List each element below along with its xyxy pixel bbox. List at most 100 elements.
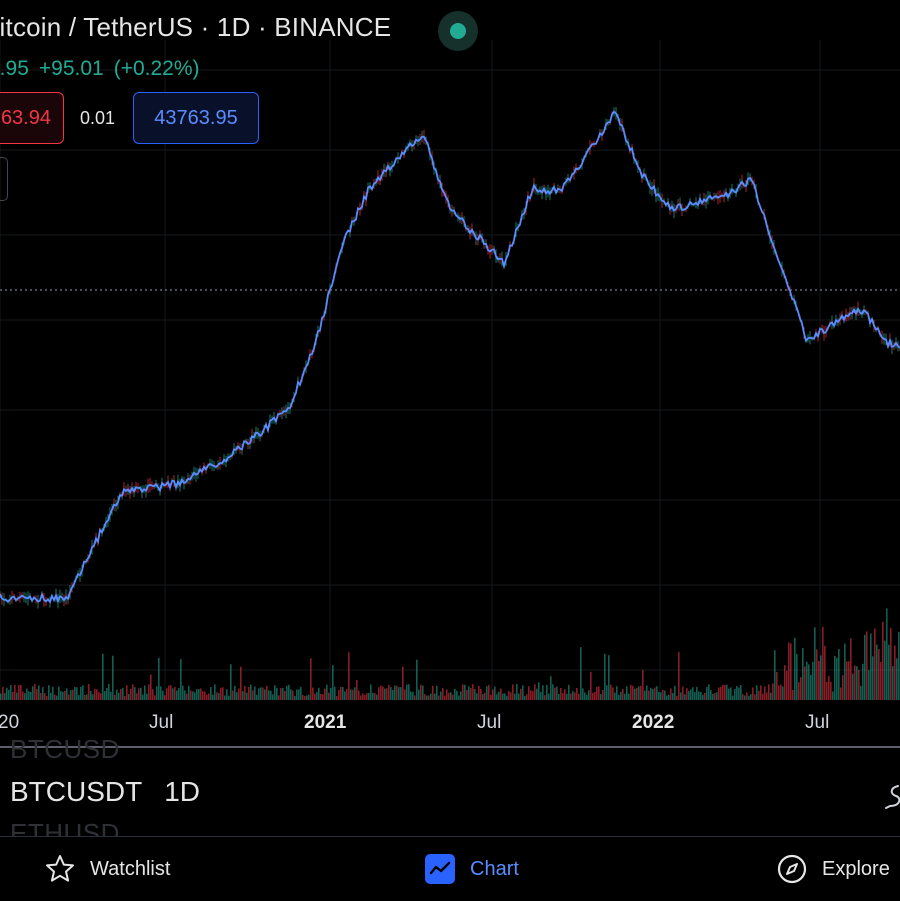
volume-bar bbox=[156, 686, 158, 700]
volume-bar bbox=[268, 690, 270, 700]
nav-watchlist[interactable]: Watchlist bbox=[44, 837, 170, 901]
symbol-title[interactable]: Bitcoin / TetherUS · 1D · BINANCE bbox=[0, 12, 392, 42]
volume-bar bbox=[120, 688, 122, 700]
market-status-indicator bbox=[438, 11, 478, 51]
volume-bar bbox=[652, 688, 654, 700]
volume-bar bbox=[138, 688, 140, 700]
volume-bar bbox=[610, 684, 612, 700]
volume-bar bbox=[882, 621, 884, 700]
volume-bar bbox=[16, 692, 18, 700]
volume-bar bbox=[166, 688, 168, 700]
volume-bar bbox=[154, 695, 156, 700]
volume-bar bbox=[470, 688, 472, 700]
volume-bar bbox=[872, 656, 874, 700]
volume-bar bbox=[690, 689, 692, 700]
volume-bar bbox=[520, 688, 522, 700]
volume-bar bbox=[60, 691, 62, 700]
volume-bar bbox=[334, 686, 336, 700]
volume-bar bbox=[718, 687, 720, 700]
volume-bar bbox=[66, 688, 68, 700]
volume-bar bbox=[768, 684, 770, 700]
volume-bar bbox=[110, 691, 112, 700]
volume-bar bbox=[870, 633, 872, 700]
volume-bar bbox=[72, 689, 74, 700]
volume-bar bbox=[410, 691, 412, 700]
volume-bar bbox=[812, 662, 814, 700]
volume-bar bbox=[596, 686, 598, 700]
volume-bar bbox=[720, 686, 722, 700]
volume-bar bbox=[804, 666, 806, 700]
volume-bar bbox=[190, 690, 192, 700]
volume-bar bbox=[182, 685, 184, 700]
time-axis-label: 2021 bbox=[304, 712, 347, 733]
volume-bar bbox=[876, 644, 878, 700]
volume-bar bbox=[38, 685, 40, 700]
compass-icon bbox=[777, 854, 807, 884]
volume-bar bbox=[734, 689, 736, 700]
indicator-toggle[interactable] bbox=[0, 157, 8, 201]
volume-bar bbox=[444, 695, 446, 700]
volume-bar bbox=[856, 666, 858, 700]
volume-bar bbox=[542, 685, 544, 700]
volume-bar bbox=[186, 693, 188, 700]
volume-bar bbox=[662, 689, 664, 700]
volume-bar bbox=[82, 685, 84, 700]
sell-button[interactable]: 63.94 bbox=[0, 92, 64, 144]
volume-bar bbox=[600, 694, 602, 700]
volume-bar bbox=[752, 687, 754, 700]
nav-explore[interactable]: Explore bbox=[776, 837, 890, 901]
volume-bar bbox=[100, 693, 102, 700]
volume-bar bbox=[20, 684, 22, 700]
volume-bar bbox=[436, 685, 438, 700]
volume-bar bbox=[602, 690, 604, 700]
volume-bar bbox=[794, 637, 796, 700]
volume-bar bbox=[678, 652, 680, 700]
volume-bar bbox=[308, 694, 310, 700]
volume-bar bbox=[500, 688, 502, 700]
volume-bar bbox=[460, 691, 462, 700]
volume-bar bbox=[698, 691, 700, 700]
volume-bar bbox=[644, 690, 646, 700]
volume-bar bbox=[694, 692, 696, 700]
volume-bar bbox=[582, 688, 584, 700]
volume-bar bbox=[760, 685, 762, 700]
volume-bar bbox=[430, 693, 432, 700]
nav-chart[interactable]: Chart bbox=[424, 837, 519, 901]
volume-bar bbox=[68, 694, 70, 700]
symbol-picker[interactable]: BTCUSDT 1D bbox=[10, 776, 200, 808]
volume-bar bbox=[736, 686, 738, 700]
volume-bar bbox=[758, 690, 760, 700]
volume-bar bbox=[8, 689, 10, 700]
volume-bar bbox=[228, 695, 230, 700]
volume-bar bbox=[272, 694, 274, 700]
volume-bar bbox=[6, 687, 8, 700]
volume-bar bbox=[426, 695, 428, 700]
buy-button[interactable]: 43763.95 bbox=[133, 92, 259, 144]
volume-bar bbox=[284, 691, 286, 700]
volume-bar bbox=[32, 686, 34, 700]
volume-bar bbox=[270, 690, 272, 700]
volume-bar bbox=[172, 688, 174, 700]
volume-bar bbox=[748, 695, 750, 700]
volume-bar bbox=[680, 692, 682, 700]
volume-bar bbox=[322, 694, 324, 700]
volume-bar bbox=[822, 626, 824, 700]
volume-bar bbox=[150, 674, 152, 700]
volume-bar bbox=[468, 686, 470, 700]
volume-bar bbox=[488, 684, 490, 700]
time-axis-label: Jul bbox=[477, 712, 502, 733]
volume-bar bbox=[646, 685, 648, 700]
volume-bar bbox=[40, 693, 42, 700]
volume-bar bbox=[566, 693, 568, 700]
symbol-list-item[interactable]: BTCUSD bbox=[10, 734, 120, 764]
volume-bar bbox=[136, 693, 138, 700]
volume-bar bbox=[56, 695, 58, 700]
volume-bar bbox=[74, 687, 76, 700]
volume-bar bbox=[256, 694, 258, 700]
volume-bar bbox=[606, 685, 608, 700]
volume-bar bbox=[402, 666, 404, 700]
drawing-tool-icon[interactable] bbox=[884, 784, 900, 810]
volume-bar bbox=[230, 664, 232, 700]
volume-bar bbox=[376, 694, 378, 700]
